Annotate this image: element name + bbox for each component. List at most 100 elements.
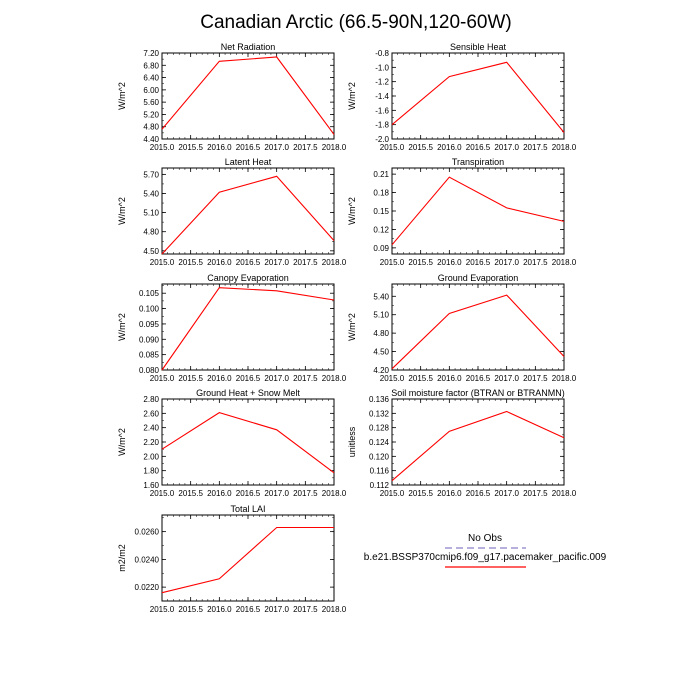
- y-axis-label: W/m^2: [117, 428, 127, 456]
- page-title: Canadian Arctic (66.5-90N,120-60W): [200, 12, 512, 33]
- y-tick-label: 6.00: [143, 86, 159, 95]
- x-tick-label: 2017.0: [264, 258, 289, 267]
- x-tick-label: 2016.0: [207, 489, 232, 498]
- series-line: [161, 412, 335, 474]
- y-tick-label: 0.100: [139, 305, 160, 314]
- y-tick-label: 5.10: [373, 311, 389, 320]
- y-tick-label: 5.70: [143, 170, 159, 179]
- x-tick-label: 2016.0: [207, 374, 232, 383]
- y-tick-label: -0.8: [375, 49, 389, 58]
- y-tick-label: 0.128: [369, 424, 390, 433]
- y-tick-label: 0.15: [373, 207, 389, 216]
- y-tick-label: 5.40: [373, 292, 389, 301]
- chart-panel: Sensible Heat W/m^2 2015.0 2015.5 2016.0 2016…: [347, 42, 577, 152]
- series-line: [391, 61, 565, 133]
- x-tick-label: 2016.5: [236, 143, 261, 152]
- x-tick-label: 2015.5: [408, 374, 433, 383]
- y-axis-label: W/m^2: [347, 313, 357, 341]
- y-tick-label: 4.50: [373, 348, 389, 357]
- chart-panel: Canopy Evaporation W/m^2 2015.0 2015.5 2016.…: [117, 273, 347, 383]
- y-tick-label: 0.12: [373, 225, 389, 234]
- series-line: [161, 175, 335, 255]
- x-tick-label: 2015.0: [380, 489, 405, 498]
- chart-panel: Net Radiation W/m^2 2015.0 2015.5 2016.0 2016…: [117, 42, 347, 152]
- y-tick-label: 5.20: [143, 110, 159, 119]
- panel-title: Total LAI: [230, 504, 265, 514]
- panel-title: Net Radiation: [221, 42, 276, 52]
- panel-title: Ground Heat + Snow Melt: [196, 388, 300, 398]
- x-tick-label: 2015.0: [380, 258, 405, 267]
- x-tick-label: 2018.0: [322, 489, 347, 498]
- x-tick-label: 2015.0: [380, 143, 405, 152]
- y-axis-label: W/m^2: [347, 197, 357, 225]
- chart-panel: Ground Heat + Snow Melt W/m^2 2015.0 2015.5…: [117, 388, 347, 498]
- y-tick-label: 1.80: [143, 467, 159, 476]
- x-tick-label: 2018.0: [322, 258, 347, 267]
- y-axis-label: W/m^2: [117, 197, 127, 225]
- y-tick-label: 0.120: [369, 452, 390, 461]
- series-line: [161, 287, 335, 371]
- panel-title: Latent Heat: [225, 157, 272, 167]
- y-tick-label: 5.40: [143, 189, 159, 198]
- y-axis-label: m2/m2: [117, 544, 127, 572]
- y-tick-label: 0.095: [139, 320, 160, 329]
- y-tick-label: -1.8: [375, 121, 389, 130]
- y-tick-label: 6.40: [143, 74, 159, 83]
- x-tick-label: 2015.5: [178, 143, 203, 152]
- x-tick-label: 2015.0: [150, 143, 175, 152]
- x-tick-label: 2016.0: [437, 258, 462, 267]
- x-tick-label: 2017.5: [293, 374, 318, 383]
- y-tick-label: 0.0260: [135, 528, 160, 537]
- series-line: [391, 176, 565, 246]
- y-tick-label: 0.080: [139, 366, 160, 375]
- x-tick-label: 2016.0: [437, 374, 462, 383]
- y-tick-label: 2.00: [143, 452, 159, 461]
- y-tick-label: 0.105: [139, 289, 160, 298]
- panel-title: Transpiration: [452, 157, 504, 167]
- y-axis-label: unitless: [347, 426, 357, 457]
- x-tick-label: 2015.5: [178, 489, 203, 498]
- x-tick-label: 2017.0: [494, 258, 519, 267]
- plot-frame: [161, 283, 335, 371]
- x-tick-label: 2016.5: [466, 374, 491, 383]
- x-tick-label: 2017.0: [264, 489, 289, 498]
- x-tick-label: 2018.0: [322, 605, 347, 614]
- y-tick-label: -2.0: [375, 135, 389, 144]
- x-tick-label: 2017.5: [523, 143, 548, 152]
- plot-frame: [391, 52, 565, 140]
- x-tick-label: 2015.5: [178, 374, 203, 383]
- x-tick-label: 2017.0: [494, 143, 519, 152]
- y-tick-label: 0.090: [139, 335, 160, 344]
- x-tick-label: 2018.0: [322, 374, 347, 383]
- series-line: [391, 294, 565, 370]
- y-tick-label: 4.40: [143, 135, 159, 144]
- x-tick-label: 2016.0: [207, 605, 232, 614]
- y-tick-label: 0.18: [373, 189, 389, 198]
- chart-panel: Ground Evaporation W/m^2 2015.0 2015.5 2016.…: [347, 273, 577, 383]
- x-tick-label: 2015.0: [150, 605, 175, 614]
- panel-title: Ground Evaporation: [438, 273, 519, 283]
- x-tick-label: 2017.0: [264, 605, 289, 614]
- y-tick-label: 4.20: [373, 366, 389, 375]
- y-tick-label: 1.60: [143, 481, 159, 490]
- x-tick-label: 2016.5: [466, 489, 491, 498]
- plot-frame: [161, 52, 335, 140]
- y-tick-label: 4.80: [143, 123, 159, 132]
- y-tick-label: 2.40: [143, 424, 159, 433]
- x-tick-label: 2016.5: [236, 258, 261, 267]
- x-tick-label: 2018.0: [552, 258, 577, 267]
- y-tick-label: 2.80: [143, 395, 159, 404]
- x-tick-label: 2016.5: [236, 374, 261, 383]
- x-tick-label: 2017.0: [494, 489, 519, 498]
- x-tick-label: 2018.0: [552, 143, 577, 152]
- chart-panel: Soil moisture factor (BTRAN or BTRANMN) u…: [347, 388, 577, 498]
- y-axis-label: W/m^2: [117, 82, 127, 110]
- legend-obs-label: No Obs: [468, 533, 502, 544]
- x-tick-label: 2017.0: [494, 374, 519, 383]
- x-tick-label: 2017.5: [523, 258, 548, 267]
- panel-title: Sensible Heat: [450, 42, 507, 52]
- x-tick-label: 2018.0: [552, 489, 577, 498]
- x-tick-label: 2016.0: [437, 143, 462, 152]
- y-tick-label: 0.132: [369, 409, 390, 418]
